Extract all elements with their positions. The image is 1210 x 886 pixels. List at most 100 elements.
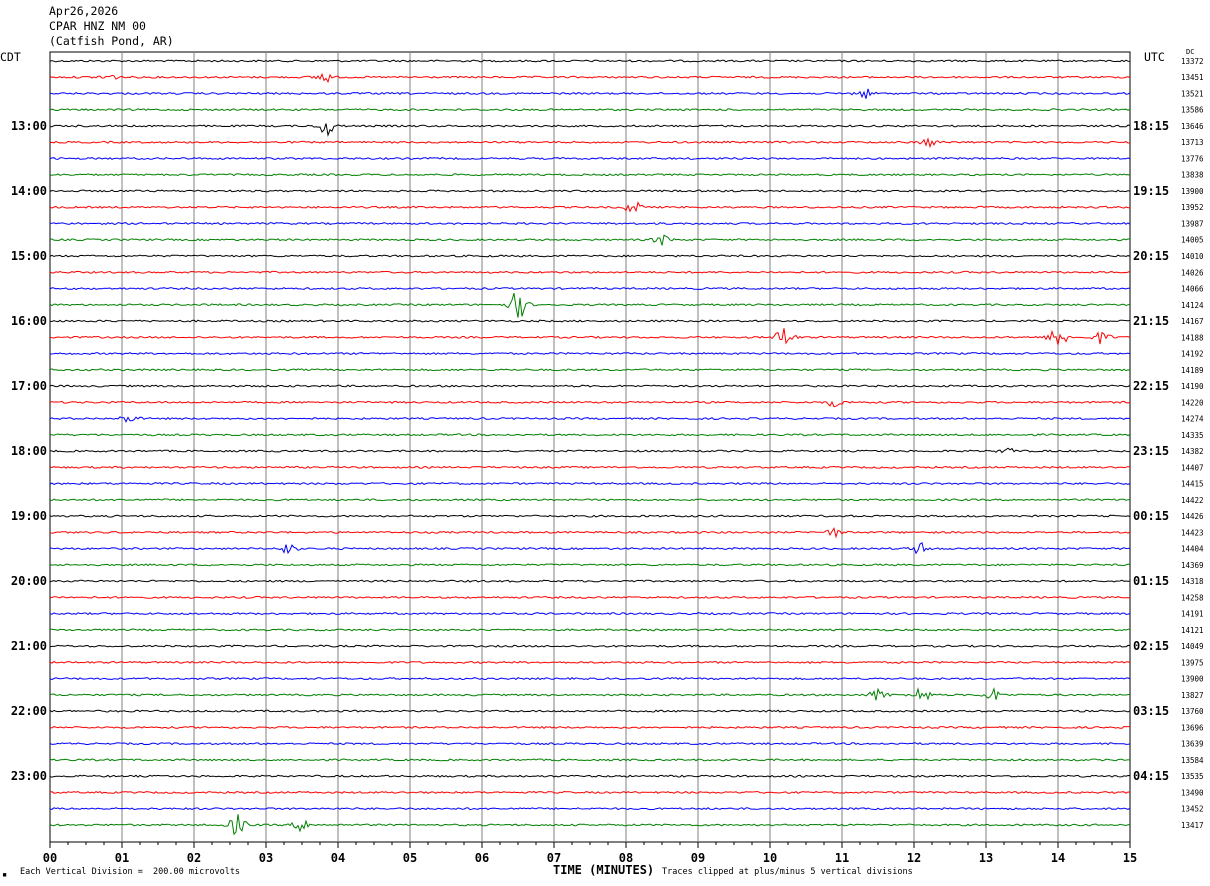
seismic-trace (49, 88, 1131, 99)
seismic-trace (49, 514, 1131, 518)
x-tick-label: 02 (187, 851, 201, 865)
x-tick-label: 14 (1051, 851, 1065, 865)
seismic-trace (49, 807, 1131, 811)
seismic-trace (49, 189, 1131, 193)
right-hour-label: 20:15 (1133, 249, 1169, 263)
left-hour-label: 18:00 (11, 444, 47, 458)
dc-offset-label: 14167 (1181, 317, 1204, 326)
seismic-trace (49, 742, 1131, 746)
right-timezone-label: UTC (1144, 50, 1165, 64)
seismic-trace (49, 108, 1131, 112)
left-hour-label: 16:00 (11, 314, 47, 328)
right-hour-label: 00:15 (1133, 509, 1169, 523)
x-tick-label: 00 (43, 851, 57, 865)
dc-offset-label: 13987 (1181, 219, 1204, 228)
dc-offset-label: 14188 (1181, 333, 1204, 342)
seismic-trace (49, 660, 1131, 664)
seismic-trace (49, 447, 1131, 454)
x-tick-label: 12 (907, 851, 921, 865)
seismic-trace (49, 137, 1131, 149)
dc-offset-label: 13372 (1181, 57, 1204, 66)
dc-offset-label: 13838 (1181, 171, 1204, 180)
seismic-trace (49, 814, 1131, 836)
dc-offset-label: 13535 (1181, 772, 1204, 781)
dc-label: DC (1186, 48, 1195, 56)
footer-scale-note: Each Vertical Division = 200.00 microvol… (20, 867, 241, 877)
left-timezone-label: CDT (0, 50, 21, 64)
seismic-trace (49, 758, 1131, 762)
seismic-trace (49, 612, 1131, 616)
left-hour-label: 19:00 (11, 509, 47, 523)
footer-corner-mark: ▪ (2, 870, 8, 880)
dc-offset-label: 14190 (1181, 382, 1204, 391)
seismic-trace (49, 709, 1131, 713)
seismic-trace (49, 221, 1131, 226)
left-hour-label: 17:00 (11, 379, 47, 393)
left-hour-label: 23:00 (11, 769, 47, 783)
x-axis-title: TIME (MINUTES) (553, 863, 655, 877)
dc-offset-label: 13713 (1181, 138, 1204, 147)
x-tick-label: 11 (835, 851, 849, 865)
seismic-trace (49, 482, 1131, 486)
dc-offset-label: 13639 (1181, 740, 1204, 749)
seismic-trace (49, 416, 1131, 423)
seismic-trace (49, 774, 1131, 778)
seismic-trace (49, 123, 1131, 137)
x-tick-label: 07 (547, 851, 561, 865)
x-tick-label: 06 (475, 851, 489, 865)
seismic-trace (49, 201, 1130, 213)
right-hour-label: 01:15 (1133, 574, 1169, 588)
seismic-trace (49, 644, 1131, 648)
seismic-trace (49, 368, 1131, 372)
header-station: CPAR HNZ NM 00 (49, 19, 146, 33)
dc-offset-label: 14404 (1181, 545, 1204, 554)
dc-offset-label: 14026 (1181, 268, 1204, 277)
seismic-trace (49, 628, 1131, 632)
seismic-trace (49, 579, 1131, 583)
seismic-trace (49, 352, 1131, 356)
left-hour-label: 15:00 (11, 249, 47, 263)
dc-offset-label: 14124 (1181, 301, 1204, 310)
seismic-trace (49, 254, 1131, 258)
dc-offset-label: 14369 (1181, 561, 1204, 570)
x-tick-label: 08 (619, 851, 633, 865)
dc-offset-label: 14415 (1181, 480, 1204, 489)
x-tick-label: 09 (691, 851, 705, 865)
right-hour-label: 23:15 (1133, 444, 1169, 458)
dc-offset-label: 14005 (1181, 236, 1204, 245)
x-tick-label: 01 (115, 851, 129, 865)
seismic-trace (49, 319, 1131, 323)
dc-offset-label: 13900 (1181, 675, 1204, 684)
right-hour-label: 04:15 (1133, 769, 1169, 783)
seismic-trace (49, 725, 1130, 729)
dc-offset-label: 14318 (1181, 577, 1204, 586)
dc-offset-label: 14189 (1181, 366, 1204, 375)
dc-offset-label: 13521 (1181, 89, 1204, 98)
right-hour-label: 03:15 (1133, 704, 1169, 718)
seismic-trace (49, 384, 1131, 388)
seismic-trace (49, 595, 1131, 599)
dc-offset-label: 14049 (1181, 642, 1204, 651)
seismic-trace (49, 677, 1131, 681)
seismic-trace (49, 173, 1131, 177)
seismic-trace (49, 156, 1131, 161)
dc-offset-label: 14335 (1181, 431, 1204, 440)
dc-offset-label: 13776 (1181, 154, 1204, 163)
dc-offset-label: 14423 (1181, 528, 1204, 537)
dc-offset-label: 13586 (1181, 106, 1204, 115)
x-tick-label: 03 (259, 851, 273, 865)
dc-offset-label: 13451 (1181, 73, 1204, 82)
dc-offset-label: 14274 (1181, 415, 1204, 424)
dc-offset-label: 14010 (1181, 252, 1204, 261)
left-hour-label: 20:00 (11, 574, 47, 588)
left-hour-label: 22:00 (11, 704, 47, 718)
seismic-trace (49, 527, 1131, 539)
seismic-trace (49, 328, 1131, 345)
seismic-trace (49, 541, 1131, 555)
dc-offset-label: 13646 (1181, 122, 1204, 131)
right-hour-label: 18:15 (1133, 119, 1169, 133)
header-date: Apr26,2026 (49, 4, 119, 18)
dc-offset-label: 14426 (1181, 512, 1204, 521)
dc-offset-label: 14121 (1181, 626, 1204, 635)
dc-offset-label: 13696 (1181, 723, 1204, 732)
